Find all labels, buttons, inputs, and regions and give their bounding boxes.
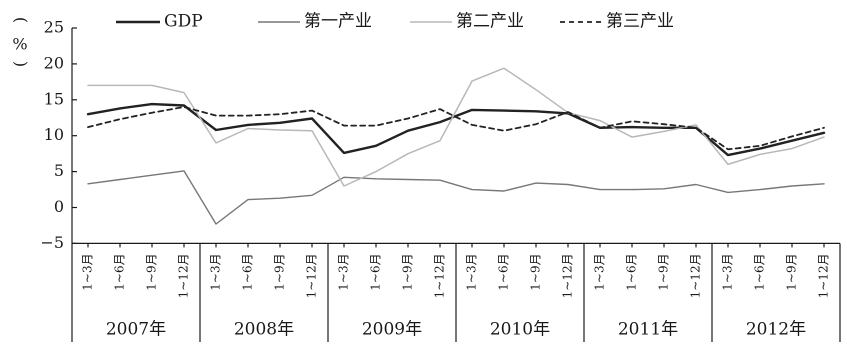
quarter-label: 1~6月 <box>497 253 511 290</box>
quarter-label: 1~9月 <box>529 253 543 290</box>
y-tick-label: 5 <box>54 161 64 180</box>
y-tick-label: 25 <box>44 18 64 37</box>
quarter-label: 1~12月 <box>305 253 319 298</box>
year-label: 2007年 <box>106 320 166 340</box>
y-tick-label: 0 <box>54 197 64 216</box>
year-label: 2009年 <box>362 320 422 340</box>
quarter-label: 1~3月 <box>81 253 95 290</box>
quarter-label: 1~3月 <box>337 253 351 290</box>
year-label: 2011年 <box>618 320 678 340</box>
series-line-1 <box>87 170 825 225</box>
y-axis: −5 0 5 10 15 20 25 <box>40 18 77 252</box>
quarter-label: 1~3月 <box>209 253 223 290</box>
quarter-label: 1~9月 <box>785 253 799 290</box>
quarter-label: 1~3月 <box>721 253 735 290</box>
legend-label: 第三产业 <box>606 12 674 32</box>
series-line-2 <box>87 67 825 187</box>
quarter-label: 1~12月 <box>689 253 703 298</box>
quarter-label: 1~9月 <box>273 253 287 290</box>
quarter-label: 1~9月 <box>401 253 415 290</box>
y-tick-label: −5 <box>40 233 64 252</box>
y-axis-unit-paren-close: ) <box>12 61 31 67</box>
quarter-label: 1~6月 <box>113 253 127 290</box>
legend-label: 第二产业 <box>456 12 524 32</box>
y-tick-label: 10 <box>44 125 64 144</box>
quarter-label: 1~6月 <box>753 253 767 290</box>
quarter-label: 1~6月 <box>369 253 383 290</box>
legend-label: GDP <box>164 12 203 32</box>
plot-area <box>86 67 826 225</box>
y-tick-label: 20 <box>44 53 64 72</box>
quarter-label: 1~12月 <box>817 253 831 298</box>
quarter-label: 1~9月 <box>657 253 671 290</box>
y-tick-label: 15 <box>44 89 64 108</box>
y-axis-unit-label: % <box>12 35 27 54</box>
quarter-label: 1~12月 <box>433 253 447 298</box>
series-line-3 <box>87 106 825 151</box>
year-label: 2008年 <box>234 320 294 340</box>
quarter-label: 1~3月 <box>465 253 479 290</box>
quarter-label: 1~3月 <box>593 253 607 290</box>
quarter-label: 1~12月 <box>177 253 191 298</box>
quarter-label: 1~9月 <box>145 253 159 290</box>
legend-label: 第一产业 <box>304 12 372 32</box>
year-label: 2010年 <box>490 320 550 340</box>
y-axis-unit-paren-open: ( <box>12 17 31 23</box>
legend: GDP 第一产业 第二产业 第三产业 <box>116 12 674 32</box>
quarter-label: 1~6月 <box>625 253 639 290</box>
quarter-label: 1~6月 <box>241 253 255 290</box>
quarter-label: 1~12月 <box>561 253 575 298</box>
x-axis: 1~3月 1~6月 1~9月 1~12月 2007年 1~3月 1~6月 1~9月 1~12月 2… <box>71 242 841 342</box>
year-label: 2012年 <box>746 320 806 340</box>
